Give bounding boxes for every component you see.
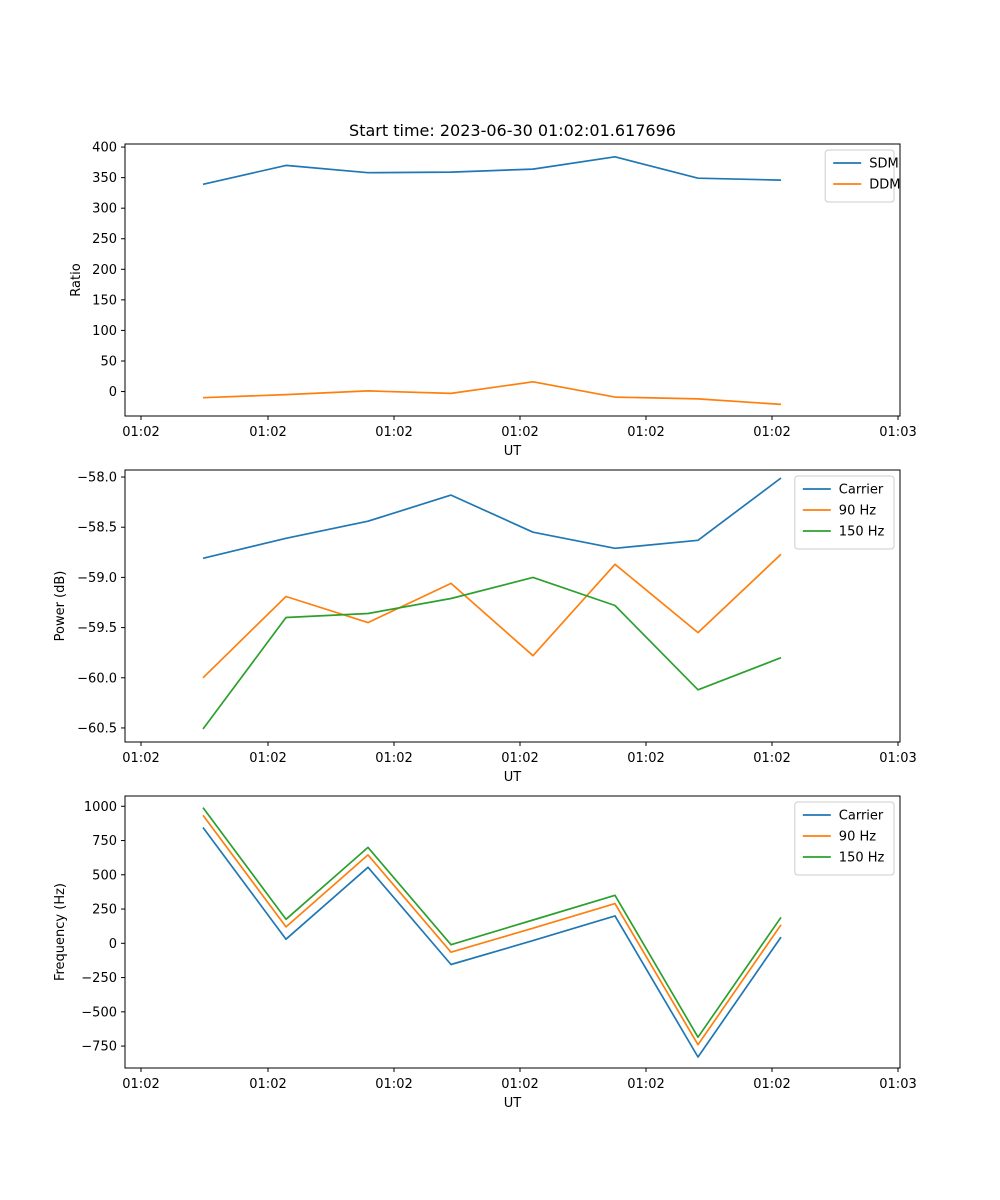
y-tick-label: 250: [92, 232, 117, 247]
x-tick-label: 01:02: [501, 751, 538, 766]
series-line-150-hz: [202, 807, 782, 1039]
legend-label: Carrier: [839, 483, 884, 498]
y-tick-label: 400: [92, 141, 117, 156]
y-tick-label: −58.0: [77, 471, 117, 486]
x-tick-label: 01:02: [501, 425, 538, 440]
x-tick-label: 01:02: [122, 425, 159, 440]
y-tick-label: 0: [109, 385, 117, 400]
legend-label: 150 Hz: [839, 525, 885, 540]
y-tick-label: −500: [81, 1005, 117, 1020]
y-tick-label: −60.0: [77, 671, 117, 686]
y-tick-label: 100: [92, 324, 117, 339]
x-tick-label: 01:02: [627, 751, 664, 766]
x-tick-label: 01:02: [627, 425, 664, 440]
x-tick-label: 01:03: [879, 751, 916, 766]
x-tick-label: 01:02: [249, 425, 286, 440]
x-tick-label: 01:02: [627, 1077, 664, 1092]
y-tick-label: −59.5: [77, 621, 117, 636]
x-tick-label: 01:02: [753, 1077, 790, 1092]
x-axis-label: UT: [504, 770, 522, 785]
y-tick-label: 300: [92, 202, 117, 217]
y-axis-label: Frequency (Hz): [53, 883, 68, 981]
series-line-90-hz: [202, 553, 782, 679]
chart-panel-3: −750 −500 −250 0 250 500 750 1000 01:02 01:02 01:0…: [53, 795, 917, 1111]
x-tick-label: 01:02: [753, 425, 790, 440]
x-tick-label: 01:02: [753, 751, 790, 766]
series-line-carrier: [202, 477, 782, 560]
legend-label: Carrier: [839, 809, 884, 824]
x-tick-label: 01:02: [375, 1077, 412, 1092]
y-tick-label: 200: [92, 263, 117, 278]
x-tick-label: 01:02: [122, 751, 159, 766]
x-axis-label: UT: [504, 1096, 522, 1111]
legend: SDM DDM: [824, 149, 900, 203]
y-axis-label: Ratio: [69, 263, 84, 296]
y-tick-label: −60.5: [77, 721, 117, 736]
series-line-sdm: [202, 155, 782, 186]
x-tick-label: 01:03: [879, 425, 916, 440]
y-tick-label: 50: [100, 354, 117, 369]
series-line-ddm: [202, 380, 782, 406]
x-tick-label: 01:03: [879, 1077, 916, 1092]
legend: Carrier 90 Hz 150 Hz: [794, 801, 895, 876]
legend-label: 90 Hz: [839, 830, 876, 845]
axes-frame: [124, 143, 901, 417]
axes-frame: [124, 469, 901, 743]
x-tick-label: 01:02: [501, 1077, 538, 1092]
legend-label: 90 Hz: [839, 504, 876, 519]
y-axis-label: Power (dB): [53, 571, 68, 642]
x-axis-label: UT: [504, 444, 522, 459]
y-tick-label: −250: [81, 971, 117, 986]
y-tick-label: 0: [109, 937, 117, 952]
y-tick-label: −750: [81, 1040, 117, 1055]
y-tick-label: 500: [92, 868, 117, 883]
x-tick-label: 01:02: [375, 751, 412, 766]
axes-frame: [124, 795, 901, 1069]
y-tick-label: 750: [92, 834, 117, 849]
legend-label: 150 Hz: [839, 851, 885, 866]
x-tick-label: 01:02: [249, 1077, 286, 1092]
legend-label: SDM: [869, 157, 898, 172]
chart-panel-1: Start time: 2023-06-30 01:02:01.617696 0 5…: [69, 121, 917, 459]
legend: Carrier 90 Hz 150 Hz: [794, 475, 895, 550]
x-tick-label: 01:02: [249, 751, 286, 766]
y-tick-label: −59.0: [77, 571, 117, 586]
y-tick-label: 350: [92, 171, 117, 186]
series-line-90-hz: [202, 814, 782, 1046]
chart-title: Start time: 2023-06-30 01:02:01.617696: [349, 121, 676, 140]
x-tick-label: 01:02: [375, 425, 412, 440]
x-tick-label: 01:02: [122, 1077, 159, 1092]
y-tick-label: −58.5: [77, 521, 117, 536]
y-tick-label: 1000: [84, 800, 117, 815]
legend-label: DDM: [869, 178, 900, 193]
chart-panel-2: −60.5 −60.0 −59.5 −59.0 −58.5 −58.0 01:02 01:02…: [53, 469, 917, 785]
y-tick-label: 150: [92, 293, 117, 308]
series-line-carrier: [202, 826, 782, 1058]
series-line-150-hz: [202, 576, 782, 730]
y-tick-label: 250: [92, 903, 117, 918]
